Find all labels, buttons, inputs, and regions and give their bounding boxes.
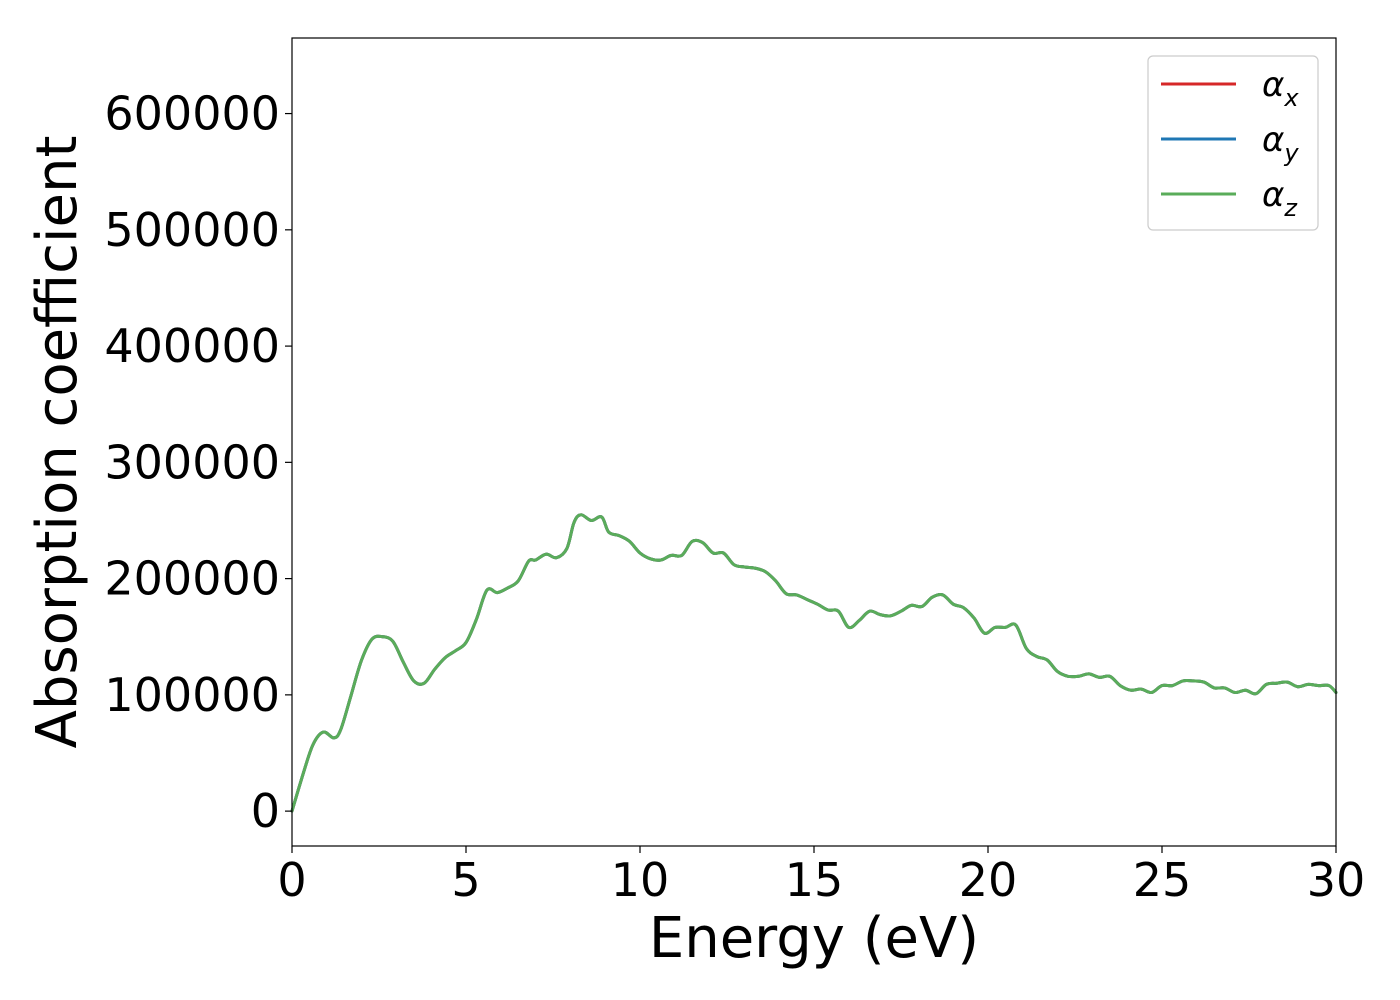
x-tick-label: 25: [1133, 853, 1192, 907]
y-axis-ticks: 0 100000 200000 300000 400000 500000 600000: [104, 87, 292, 838]
legend-box: [1147, 55, 1319, 231]
y-tick-label: 300000: [104, 435, 280, 489]
y-tick-label: 0: [251, 784, 280, 838]
y-axis-title: Absorption coefficient: [25, 136, 90, 749]
x-tick-label: 10: [611, 853, 670, 907]
x-axis-ticks: 0 5 10 15 20 25 30: [277, 846, 1365, 907]
y-tick-label: 500000: [104, 203, 280, 257]
x-tick-label: 20: [959, 853, 1018, 907]
x-tick-label: 5: [451, 853, 480, 907]
y-tick-label: 200000: [104, 552, 280, 606]
x-tick-label: 30: [1307, 853, 1366, 907]
series-layer: [290, 513, 1338, 813]
x-tick-label: 15: [785, 853, 844, 907]
y-tick-label: 100000: [104, 668, 280, 722]
y-tick-label: 400000: [104, 319, 280, 373]
series-line-3: [290, 513, 1338, 813]
x-axis-title: Energy (eV): [649, 906, 979, 971]
x-tick-label: 0: [277, 853, 306, 907]
y-tick-label: 600000: [104, 87, 280, 141]
